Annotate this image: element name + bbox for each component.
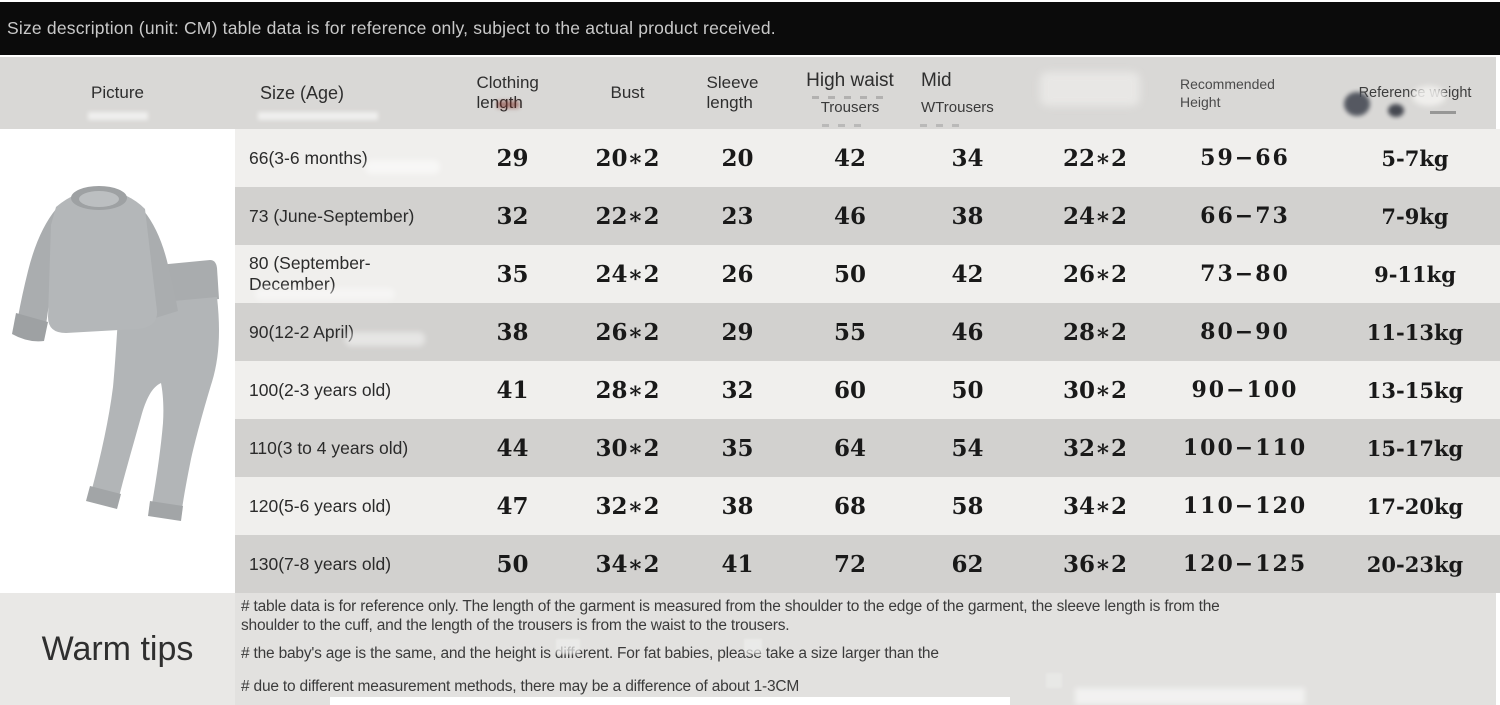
cell-clothing-length: 29 bbox=[450, 129, 575, 187]
cell-size-age: 80 (September-December) bbox=[235, 245, 450, 303]
cell-reference-weight: 17-20kg bbox=[1330, 477, 1500, 535]
cell-mid-waist-trousers: 62 bbox=[905, 535, 1030, 593]
cell-sleeve-length: 38 bbox=[680, 477, 795, 535]
cell-size-age: 120(5-6 years old) bbox=[235, 477, 450, 535]
cell-high-waist-trousers: 64 bbox=[795, 419, 905, 477]
size-description-banner: Size description (unit: CM) table data i… bbox=[0, 2, 1500, 55]
cell-mid-waist-trousers: 42 bbox=[905, 245, 1030, 303]
column-header-size-age: Size (Age) bbox=[260, 82, 345, 103]
cell-reference-weight: 20-23kg bbox=[1330, 535, 1500, 593]
cell-clothing-length: 38 bbox=[450, 303, 575, 361]
column-header-recommended-height: Recommended Height bbox=[1180, 75, 1275, 110]
warm-tips-section: Warm tips # table data is for reference … bbox=[0, 593, 1496, 705]
cell-high-waist-trousers: 72 bbox=[795, 535, 905, 593]
table-header-row: Picture Size (Age) Clothing length Bust … bbox=[0, 57, 1496, 129]
cell-size-age: 90(12-2 April) bbox=[235, 303, 450, 361]
cell-trousers-extra: 28∗2 bbox=[1030, 303, 1160, 361]
cell-bust: 22∗2 bbox=[575, 187, 680, 245]
cell-size-age: 110(3 to 4 years old) bbox=[235, 419, 450, 477]
column-header-trousers-extra bbox=[1030, 57, 1160, 129]
cell-sleeve-length: 23 bbox=[680, 187, 795, 245]
cell-recommended-height: 80−90 bbox=[1160, 303, 1330, 361]
cell-trousers-extra: 32∗2 bbox=[1030, 419, 1160, 477]
cell-mid-waist-trousers: 54 bbox=[905, 419, 1030, 477]
cell-sleeve-length: 20 bbox=[680, 129, 795, 187]
cell-bust: 34∗2 bbox=[575, 535, 680, 593]
product-photo-cell bbox=[0, 129, 235, 593]
cell-trousers-extra: 30∗2 bbox=[1030, 361, 1160, 419]
cell-clothing-length: 32 bbox=[450, 187, 575, 245]
cell-clothing-length: 35 bbox=[450, 245, 575, 303]
cell-high-waist-trousers: 50 bbox=[795, 245, 905, 303]
cell-trousers-extra: 36∗2 bbox=[1030, 535, 1160, 593]
cell-size-age: 73 (June-September) bbox=[235, 187, 450, 245]
column-header-bust: Bust bbox=[610, 83, 645, 103]
cell-sleeve-length: 29 bbox=[680, 303, 795, 361]
cell-bust: 28∗2 bbox=[575, 361, 680, 419]
column-header-mid-waist-trousers: Mid WTrousers bbox=[921, 69, 994, 116]
cell-reference-weight: 7-9kg bbox=[1330, 187, 1500, 245]
cell-recommended-height: 90−100 bbox=[1160, 361, 1330, 419]
cell-size-age: 130(7-8 years old) bbox=[235, 535, 450, 593]
cell-recommended-height: 100−110 bbox=[1160, 419, 1330, 477]
cell-sleeve-length: 26 bbox=[680, 245, 795, 303]
table-body: 66(3-6 months) 29 20∗2 20 42 34 22∗2 59−66 5-7kg… bbox=[0, 129, 1500, 593]
cell-mid-waist-trousers: 34 bbox=[905, 129, 1030, 187]
cell-sleeve-length: 35 bbox=[680, 419, 795, 477]
cell-bust: 30∗2 bbox=[575, 419, 680, 477]
cell-size-age: 66(3-6 months) bbox=[235, 129, 450, 187]
cell-mid-waist-trousers: 58 bbox=[905, 477, 1030, 535]
column-header-high-waist-trousers: High waist Trousers bbox=[806, 69, 894, 116]
cell-mid-waist-trousers: 38 bbox=[905, 187, 1030, 245]
cell-sleeve-length: 41 bbox=[680, 535, 795, 593]
warm-tips-label-cell: Warm tips bbox=[0, 593, 235, 705]
cell-size-age: 100(2-3 years old) bbox=[235, 361, 450, 419]
cell-clothing-length: 47 bbox=[450, 477, 575, 535]
cell-bust: 20∗2 bbox=[575, 129, 680, 187]
cell-trousers-extra: 24∗2 bbox=[1030, 187, 1160, 245]
cell-trousers-extra: 22∗2 bbox=[1030, 129, 1160, 187]
cell-reference-weight: 13-15kg bbox=[1330, 361, 1500, 419]
cell-reference-weight: 9-11kg bbox=[1330, 245, 1500, 303]
baby-clothing-set-photo bbox=[12, 186, 219, 521]
warm-tips-note-3: # due to different measurement methods, … bbox=[241, 677, 800, 695]
warm-tips-notes: # table data is for reference only. The … bbox=[235, 593, 1496, 705]
cell-high-waist-trousers: 60 bbox=[795, 361, 905, 419]
cell-clothing-length: 50 bbox=[450, 535, 575, 593]
size-description-text: Size description (unit: CM) table data i… bbox=[7, 18, 776, 38]
cell-recommended-height: 120−125 bbox=[1160, 535, 1330, 593]
cell-reference-weight: 11-13kg bbox=[1330, 303, 1500, 361]
cell-mid-waist-trousers: 46 bbox=[905, 303, 1030, 361]
cell-clothing-length: 41 bbox=[450, 361, 575, 419]
cell-recommended-height: 110−120 bbox=[1160, 477, 1330, 535]
column-header-picture: Picture bbox=[91, 83, 144, 103]
warm-tips-note-2: # the baby's age is the same, and the he… bbox=[241, 644, 939, 662]
cell-recommended-height: 66−73 bbox=[1160, 187, 1330, 245]
cell-recommended-height: 59−66 bbox=[1160, 129, 1330, 187]
cell-high-waist-trousers: 68 bbox=[795, 477, 905, 535]
cell-high-waist-trousers: 42 bbox=[795, 129, 905, 187]
cell-mid-waist-trousers: 50 bbox=[905, 361, 1030, 419]
cell-recommended-height: 73−80 bbox=[1160, 245, 1330, 303]
warm-tips-note-1: # table data is for reference only. The … bbox=[241, 598, 1220, 634]
cell-sleeve-length: 32 bbox=[680, 361, 795, 419]
column-header-clothing-length: Clothing length bbox=[476, 73, 539, 112]
cell-trousers-extra: 34∗2 bbox=[1030, 477, 1160, 535]
cell-bust: 26∗2 bbox=[575, 303, 680, 361]
cell-reference-weight: 15-17kg bbox=[1330, 419, 1500, 477]
cell-bust: 32∗2 bbox=[575, 477, 680, 535]
cell-high-waist-trousers: 46 bbox=[795, 187, 905, 245]
cell-clothing-length: 44 bbox=[450, 419, 575, 477]
cell-high-waist-trousers: 55 bbox=[795, 303, 905, 361]
cell-trousers-extra: 26∗2 bbox=[1030, 245, 1160, 303]
sweatshirt-graphic bbox=[12, 186, 178, 342]
column-header-sleeve-length: Sleeve length bbox=[706, 73, 759, 112]
cell-bust: 24∗2 bbox=[575, 245, 680, 303]
cell-reference-weight: 5-7kg bbox=[1330, 129, 1500, 187]
column-header-reference-weight: Reference weight bbox=[1358, 84, 1472, 101]
warm-tips-label: Warm tips bbox=[41, 629, 194, 668]
